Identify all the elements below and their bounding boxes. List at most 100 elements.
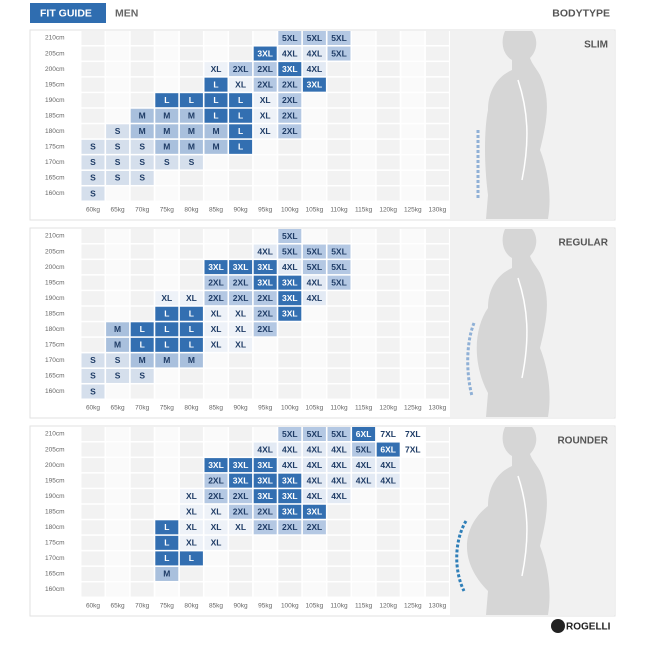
size-cell [179, 337, 203, 352]
empty-cell [81, 504, 105, 519]
size-cell [106, 170, 130, 185]
empty-cell [425, 155, 449, 170]
empty-cell [253, 155, 277, 170]
panels: SLIM 210cm 5XL 5XL 5XL 205cm 3XL 4XL 4XL 5XL 200cm… [29, 29, 616, 617]
empty-cell [425, 427, 449, 441]
size-cell [179, 291, 203, 306]
panel: ROUNDER 210cm 5XL 5XL 5XL 6XL 7XL 7XL 205cm 4XL 4X… [29, 425, 616, 617]
size-label: 5XL [331, 262, 347, 272]
empty-cell [253, 566, 277, 581]
size-label: XL [186, 507, 197, 517]
empty-cell [229, 31, 253, 45]
weight-label: 100kg [281, 405, 299, 412]
size-label: 4XL [380, 475, 396, 485]
empty-cell [302, 170, 326, 185]
empty-cell [253, 31, 277, 45]
empty-cell [204, 31, 228, 45]
empty-cell [425, 384, 449, 399]
size-label: XL [235, 522, 246, 532]
weight-label: 65kg [111, 207, 125, 214]
empty-cell [352, 504, 376, 519]
size-label: XL [235, 324, 246, 334]
empty-cell [425, 124, 449, 139]
size-cell [253, 306, 277, 321]
empty-cell [376, 489, 400, 504]
size-cell [278, 31, 302, 45]
size-label: M [114, 340, 121, 350]
empty-cell [179, 566, 203, 581]
empty-cell [302, 108, 326, 123]
size-label: 2XL [208, 277, 224, 287]
tag-box [30, 3, 106, 23]
weight-label: 70kg [135, 405, 149, 412]
size-cell [302, 520, 326, 535]
size-cell [253, 244, 277, 259]
size-label: 4XL [282, 48, 298, 58]
size-cell [278, 520, 302, 535]
empty-cell [302, 566, 326, 581]
empty-cell [376, 244, 400, 259]
size-label: 3XL [233, 262, 249, 272]
empty-cell [179, 170, 203, 185]
empty-cell [81, 31, 105, 45]
size-cell [327, 473, 351, 488]
empty-cell [179, 186, 203, 201]
empty-cell [106, 186, 130, 201]
height-label: 200cm [45, 264, 65, 271]
size-cell [278, 93, 302, 108]
bodytype-label: REGULAR [559, 238, 609, 249]
weight-label: 130kg [429, 207, 447, 214]
empty-cell [352, 31, 376, 45]
size-cell [376, 442, 400, 457]
empty-cell [81, 124, 105, 139]
weight-label: 60kg [86, 207, 100, 214]
empty-cell [376, 520, 400, 535]
empty-cell [106, 582, 130, 597]
size-label: S [90, 188, 96, 198]
empty-cell [81, 275, 105, 290]
empty-cell [204, 582, 228, 597]
weight-label: 125kg [404, 603, 422, 610]
size-cell [278, 229, 302, 243]
empty-cell [352, 582, 376, 597]
size-label: 3XL [257, 475, 273, 485]
height-label: 160cm [45, 190, 65, 197]
size-label: S [189, 157, 195, 167]
size-cell [253, 489, 277, 504]
empty-cell [401, 108, 425, 123]
size-cell [302, 77, 326, 92]
size-cell [327, 489, 351, 504]
size-cell [179, 520, 203, 535]
size-cell [130, 124, 154, 139]
size-label: L [238, 111, 243, 121]
size-label: XL [186, 538, 197, 548]
height-label: 160cm [45, 388, 65, 395]
empty-cell [229, 442, 253, 457]
height-label: 190cm [45, 97, 65, 104]
size-label: M [188, 355, 195, 365]
empty-cell [327, 170, 351, 185]
size-label: L [189, 324, 194, 334]
empty-cell [229, 566, 253, 581]
weight-label: 80kg [184, 603, 198, 610]
size-label: 2XL [282, 126, 298, 136]
size-label: 3XL [208, 262, 224, 272]
empty-cell [425, 442, 449, 457]
size-label: M [188, 142, 195, 152]
size-cell [229, 504, 253, 519]
weight-label: 65kg [111, 405, 125, 412]
empty-cell [302, 124, 326, 139]
empty-cell [302, 186, 326, 201]
empty-cell [253, 139, 277, 154]
empty-cell [425, 473, 449, 488]
empty-cell [352, 155, 376, 170]
size-label: 2XL [208, 293, 224, 303]
size-label: 3XL [282, 309, 298, 319]
empty-cell [81, 442, 105, 457]
empty-cell [425, 139, 449, 154]
empty-cell [229, 535, 253, 550]
empty-cell [155, 260, 179, 275]
size-label: M [212, 126, 219, 136]
size-label: 5XL [307, 246, 323, 256]
